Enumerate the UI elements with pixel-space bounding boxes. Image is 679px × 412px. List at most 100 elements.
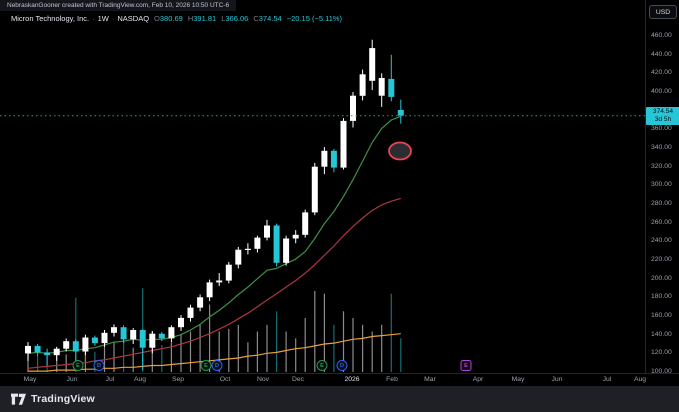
- candle-body: [388, 78, 395, 97]
- time-tick-month: Jul: [105, 376, 115, 383]
- price-tick-label: 120.00: [651, 349, 672, 357]
- price-axis[interactable]: USD 460.00440.00420.00400.00380.00360.00…: [645, 0, 679, 375]
- time-tick-month: Aug: [133, 376, 147, 383]
- price-tick-label: 180.00: [651, 293, 672, 301]
- candle-body: [340, 120, 347, 168]
- candle-body: [397, 110, 404, 116]
- price-tick-label: 440.00: [651, 50, 672, 58]
- candle-body: [111, 327, 117, 333]
- earnings-icon[interactable]: E: [316, 360, 328, 371]
- candle-body: [264, 225, 270, 238]
- candle-body: [235, 249, 242, 265]
- price-tick-label: 460.00: [651, 32, 672, 39]
- candle-body: [330, 150, 337, 168]
- candle-body: [369, 48, 376, 81]
- ma-fast-line: [27, 115, 402, 354]
- price-tick-label: 280.00: [651, 200, 672, 207]
- price-tick-label: 260.00: [651, 218, 672, 226]
- time-tick-month: Aug: [633, 376, 647, 383]
- candle-body: [25, 345, 31, 354]
- creator-watermark: NebraskanGooner created with TradingView…: [0, 0, 237, 11]
- tradingview-logo-link[interactable]: TradingView: [11, 393, 95, 406]
- candle-body: [321, 150, 328, 167]
- low-value: 366.06: [225, 14, 249, 23]
- dividend-icon[interactable]: D: [336, 360, 348, 371]
- candle-body: [311, 166, 318, 213]
- symbol-title[interactable]: Micron Technology, Inc.: [11, 14, 90, 23]
- price-tick-label: 220.00: [651, 256, 672, 263]
- price-tick-label: 140.00: [651, 330, 672, 338]
- price-chart[interactable]: [0, 0, 645, 373]
- candle-body: [149, 333, 156, 348]
- high-label: H: [187, 14, 194, 23]
- price-tick-label: 100.00: [651, 368, 672, 375]
- candle-body: [302, 212, 309, 235]
- time-tick-month: Oct: [219, 376, 231, 383]
- time-tick-month: Feb: [386, 376, 398, 383]
- candle-body: [350, 95, 356, 121]
- close-label: C: [253, 14, 259, 23]
- timeframe[interactable]: 1W: [97, 14, 109, 23]
- future-event-icon[interactable]: E: [460, 360, 472, 371]
- time-tick-year: 2026: [344, 376, 360, 383]
- symbol-legend: Micron Technology, Inc. · 1W · NASDAQ O380.69…: [11, 14, 342, 23]
- candle-body: [101, 332, 108, 344]
- price-tick-label: 300.00: [651, 181, 672, 189]
- candle-body: [273, 225, 280, 263]
- change-value: −20.15 (−5.11%): [286, 14, 343, 23]
- price-tick-label: 160.00: [651, 312, 672, 319]
- last-price-value: 374.54: [652, 107, 674, 115]
- candle-body: [292, 234, 299, 239]
- candle-body: [206, 282, 213, 298]
- footer-bar: TradingView: [0, 386, 679, 412]
- earnings-icon[interactable]: E: [200, 360, 212, 371]
- time-tick-month: Jul: [602, 376, 612, 383]
- ma-mid-line: [27, 197, 401, 369]
- legend-separator: ·: [111, 14, 115, 23]
- open-label: O: [154, 14, 160, 23]
- candlestick-plot[interactable]: [0, 0, 645, 373]
- time-axis[interactable]: May Jun Jul Aug Sep Oct Nov Dec 2026 Feb Mar Apr May…: [0, 373, 679, 385]
- candle-body: [91, 337, 98, 344]
- low-label: L: [221, 14, 226, 23]
- candle-body: [72, 341, 79, 352]
- earnings-icon[interactable]: E: [72, 360, 84, 371]
- time-tick-month: May: [511, 376, 525, 383]
- candle-body: [197, 297, 204, 308]
- close-value: 374.54: [258, 14, 282, 23]
- candle-body: [63, 341, 70, 349]
- bar-countdown: 3d 5h: [654, 116, 672, 124]
- time-tick-month: Jun: [66, 376, 78, 383]
- exchange: NASDAQ: [117, 14, 150, 23]
- candle-body: [283, 238, 290, 263]
- candle-body: [244, 248, 251, 250]
- last-price-label: 374.54 3d 5h: [646, 106, 679, 125]
- price-tick-label: 340.00: [651, 144, 672, 151]
- candle-body: [225, 264, 232, 281]
- highlight-ellipse-annotation[interactable]: [388, 141, 412, 161]
- price-tick-label: 420.00: [651, 69, 672, 77]
- candle-body: [254, 237, 261, 249]
- candle-body: [216, 280, 223, 283]
- time-tick-month: May: [23, 376, 37, 383]
- candle-body: [359, 74, 366, 96]
- currency-button[interactable]: USD: [649, 5, 677, 19]
- candle-body: [378, 78, 385, 96]
- time-tick-month: Jun: [551, 376, 563, 383]
- dividend-icon[interactable]: D: [211, 360, 223, 371]
- candle-body: [53, 348, 60, 356]
- candle-body: [44, 352, 51, 356]
- price-tick-label: 320.00: [651, 162, 672, 170]
- time-tick-month: Dec: [291, 376, 305, 383]
- candle-body: [168, 327, 175, 339]
- candle-body: [34, 345, 41, 353]
- time-tick-month: Nov: [256, 376, 270, 383]
- time-tick-month: Apr: [472, 376, 484, 383]
- candle-body: [120, 327, 127, 340]
- tradingview-logo-icon: [11, 393, 26, 405]
- candle-body: [82, 337, 89, 352]
- price-tick-label: 400.00: [651, 88, 672, 95]
- dividend-icon[interactable]: D: [93, 360, 105, 371]
- price-tick-label: 240.00: [651, 237, 672, 245]
